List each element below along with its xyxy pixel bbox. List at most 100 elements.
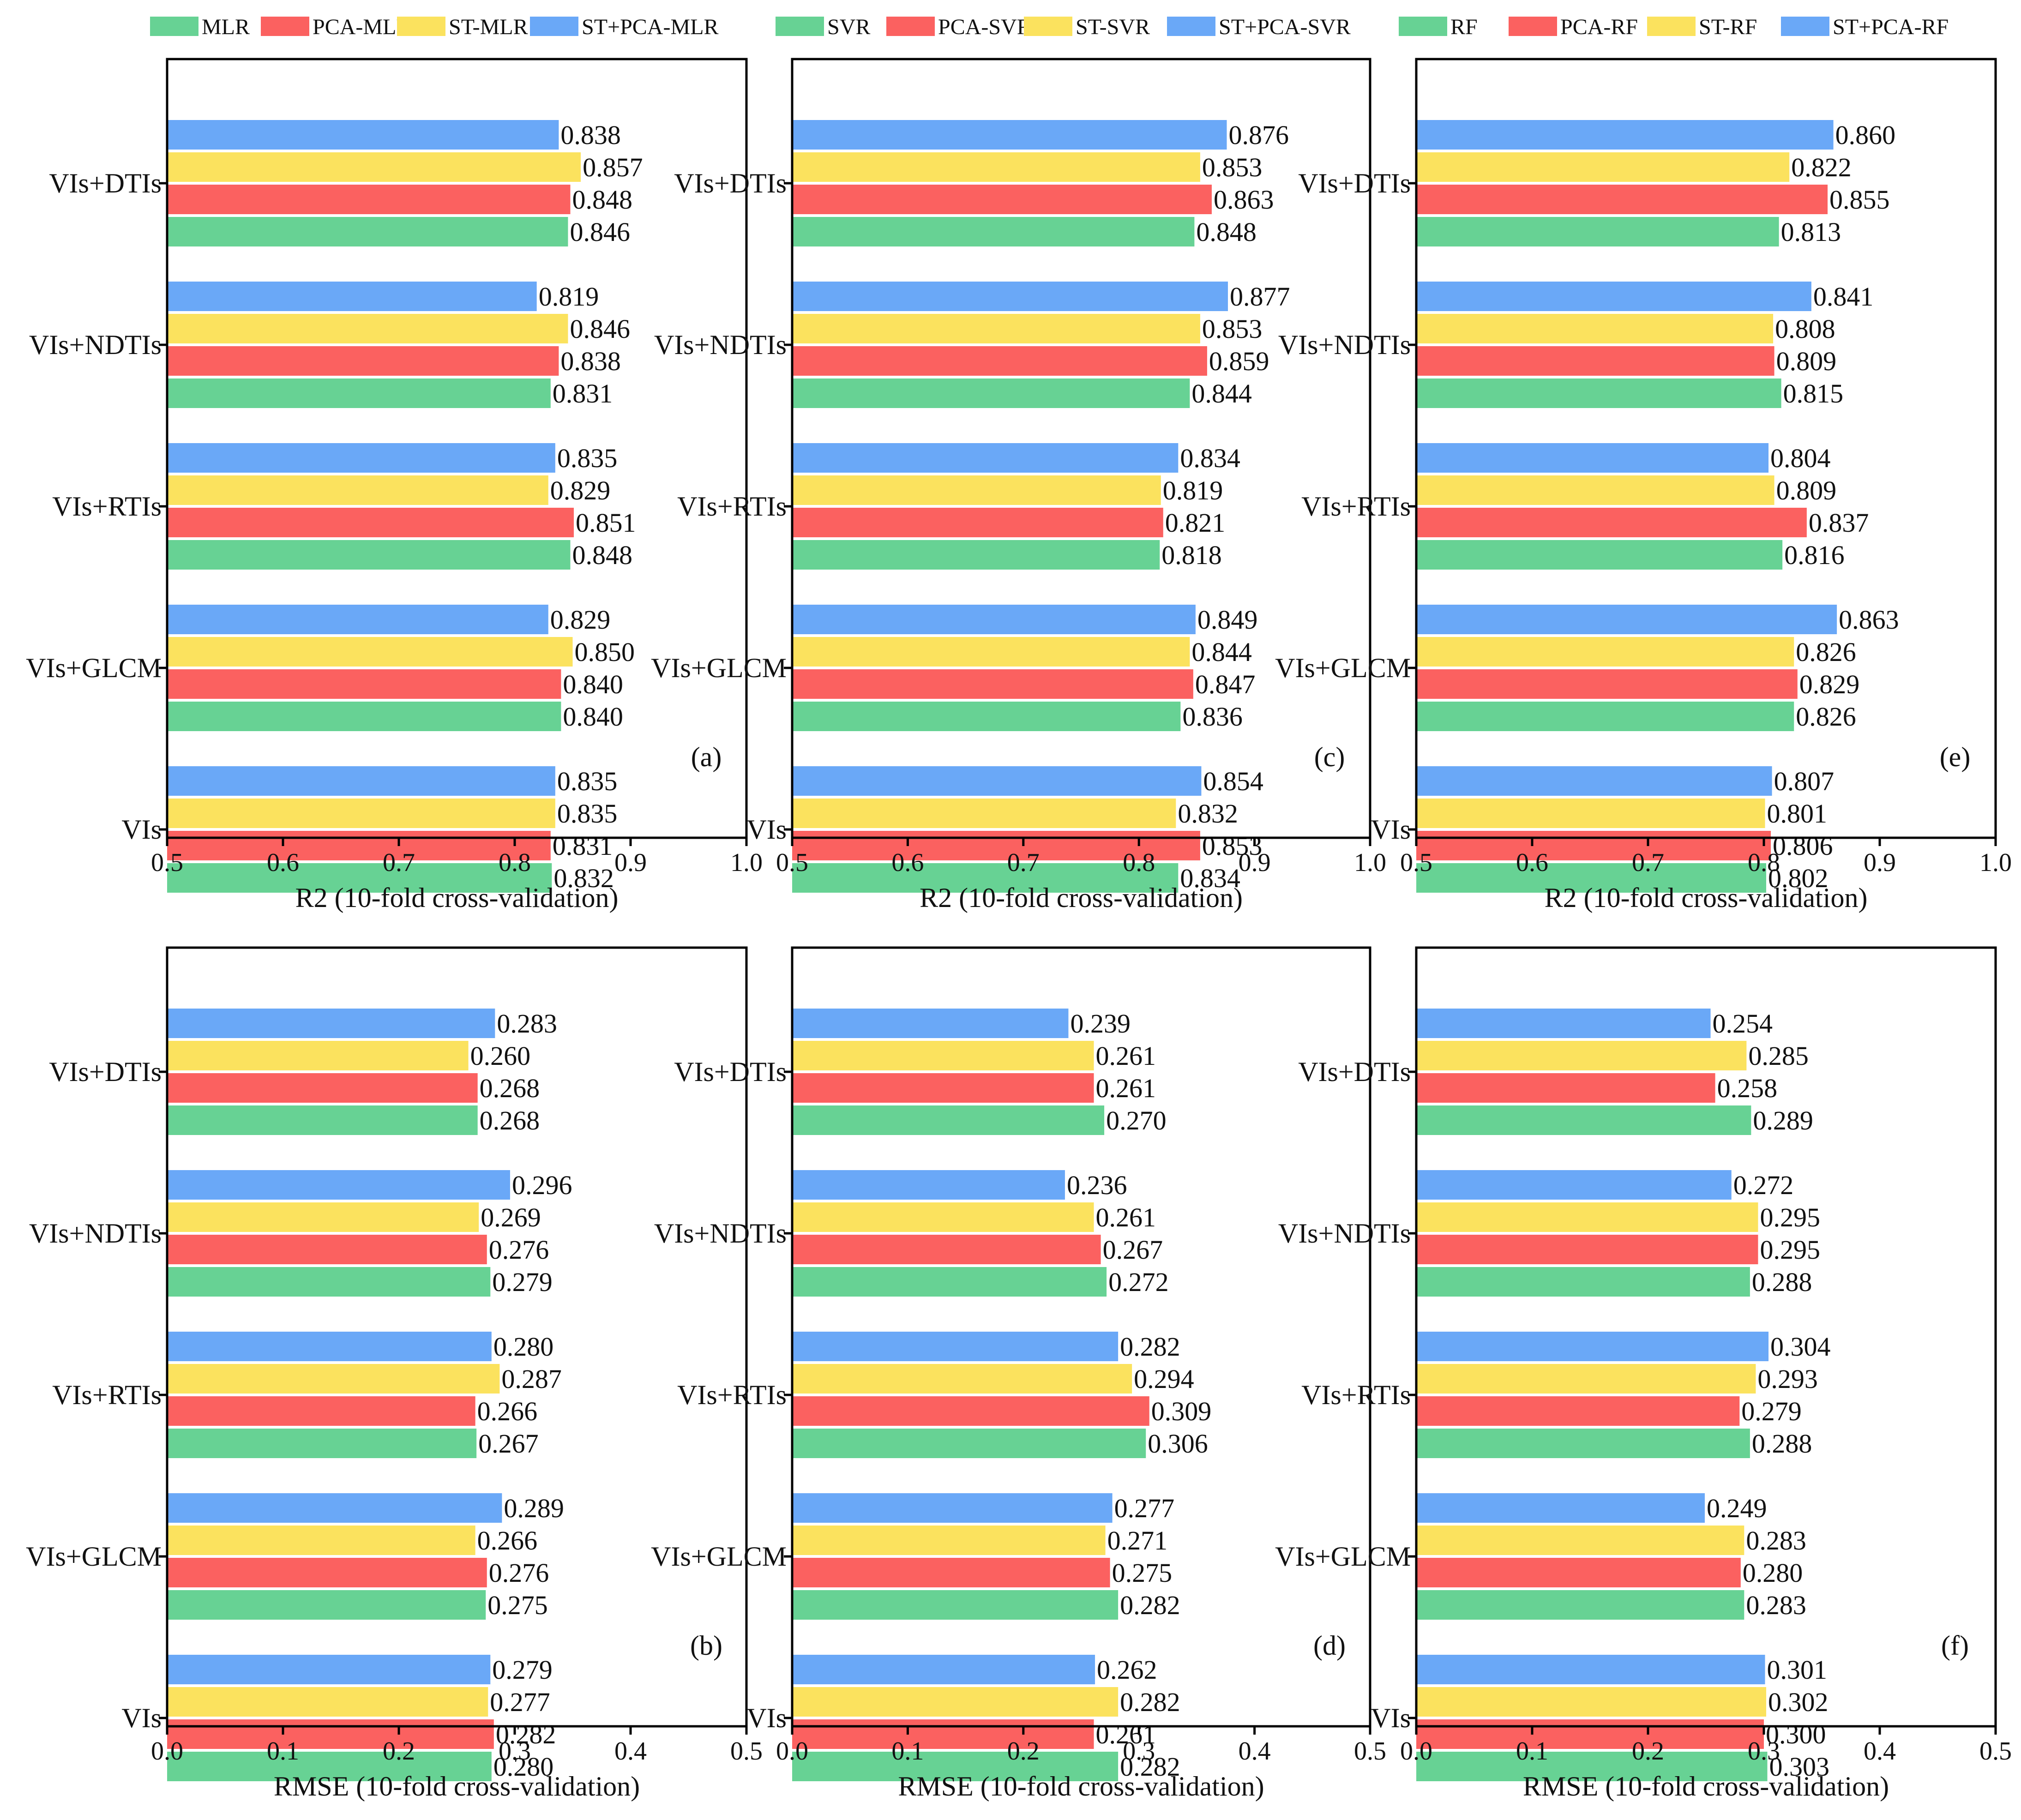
data-label: 0.859 bbox=[1209, 346, 1269, 376]
data-label: 0.288 bbox=[1752, 1267, 1812, 1297]
panel-tag: (d) bbox=[1313, 1630, 1346, 1661]
legend-label: ST-SVR bbox=[1076, 15, 1150, 39]
data-label: 0.301 bbox=[1767, 1655, 1828, 1685]
data-label: 0.282 bbox=[1120, 1590, 1180, 1620]
x-tick-label: 0.2 bbox=[1007, 1737, 1040, 1766]
data-label: 0.300 bbox=[1766, 1719, 1826, 1749]
legend-swatch bbox=[1647, 17, 1696, 36]
category-label: VIs+GLCM bbox=[1275, 653, 1411, 683]
bar bbox=[792, 217, 1195, 246]
data-label: 0.835 bbox=[557, 799, 618, 829]
data-label: 0.863 bbox=[1214, 185, 1274, 215]
data-label: 0.838 bbox=[560, 120, 621, 150]
bar bbox=[792, 863, 1179, 893]
legend-swatch bbox=[530, 17, 578, 36]
data-label: 0.834 bbox=[1180, 863, 1240, 893]
data-label: 0.834 bbox=[1180, 443, 1240, 473]
data-label: 0.294 bbox=[1134, 1364, 1194, 1394]
x-tick-label: 0.9 bbox=[1239, 848, 1271, 877]
bar bbox=[167, 1719, 494, 1749]
data-label: 0.809 bbox=[1776, 346, 1837, 376]
data-label: 0.258 bbox=[1717, 1073, 1778, 1103]
x-tick-label: 0.2 bbox=[1632, 1737, 1664, 1766]
category-label: VIs+DTIs bbox=[49, 1057, 162, 1087]
category-label: VIs+NDTIs bbox=[29, 1218, 162, 1249]
data-label: 0.850 bbox=[575, 637, 635, 667]
x-tick-label: 0.9 bbox=[614, 848, 647, 877]
bar bbox=[167, 185, 571, 214]
bar bbox=[1416, 605, 1837, 634]
data-label: 0.816 bbox=[1784, 540, 1845, 570]
x-tick-label: 0.4 bbox=[1239, 1737, 1271, 1766]
plot-frame bbox=[166, 946, 748, 1728]
bar bbox=[167, 508, 574, 537]
bar bbox=[792, 766, 1202, 796]
panel-tag: (a) bbox=[691, 742, 722, 772]
data-label: 0.268 bbox=[480, 1105, 540, 1135]
x-tick-label: 0.8 bbox=[1123, 848, 1155, 877]
bar bbox=[1416, 799, 1765, 828]
bar bbox=[1416, 1493, 1705, 1523]
bar bbox=[792, 1687, 1119, 1717]
data-label: 0.829 bbox=[550, 475, 611, 505]
chart-panel-b: 0.2830.2600.2680.268VIs+DTIs0.2960.2690.… bbox=[26, 946, 763, 1802]
bar bbox=[167, 1655, 491, 1684]
bar bbox=[1416, 1752, 1768, 1781]
legend-3: RF PCA-RF ST-RF ST+PCA-RF bbox=[1399, 15, 1949, 39]
x-axis-title: R2 (10-fold cross-validation) bbox=[920, 883, 1243, 913]
data-label: 0.835 bbox=[557, 766, 618, 796]
legend-label: PCA-RF bbox=[1560, 15, 1638, 39]
x-tick-label: 0.1 bbox=[1516, 1737, 1548, 1766]
bar bbox=[792, 1267, 1107, 1297]
bar bbox=[1416, 1235, 1758, 1264]
category-label: VIs bbox=[1371, 814, 1411, 845]
data-label: 0.819 bbox=[539, 282, 599, 312]
data-label: 0.831 bbox=[553, 378, 613, 408]
panel-tag: (b) bbox=[690, 1630, 722, 1661]
bar bbox=[167, 282, 537, 311]
bar bbox=[792, 1170, 1065, 1200]
data-label: 0.267 bbox=[1103, 1235, 1163, 1265]
category-label: VIs+GLCM bbox=[1275, 1541, 1411, 1572]
data-label: 0.288 bbox=[1752, 1429, 1812, 1459]
bar bbox=[792, 1073, 1094, 1103]
bar bbox=[1416, 152, 1790, 182]
category-label: VIs+GLCM bbox=[26, 653, 162, 683]
bar bbox=[167, 831, 551, 860]
bar bbox=[167, 217, 568, 246]
data-label: 0.279 bbox=[492, 1267, 553, 1297]
bar bbox=[792, 1332, 1119, 1361]
x-tick-label: 0.6 bbox=[891, 848, 924, 877]
data-label: 0.832 bbox=[1178, 799, 1238, 829]
legend-swatch bbox=[1399, 17, 1447, 36]
x-tick-label: 0.4 bbox=[1864, 1737, 1896, 1766]
bar bbox=[167, 766, 555, 796]
data-label: 0.280 bbox=[1743, 1558, 1803, 1588]
data-label: 0.804 bbox=[1770, 443, 1831, 473]
bar bbox=[1416, 669, 1798, 699]
x-tick-label: 0.5 bbox=[776, 848, 808, 877]
bar bbox=[1416, 475, 1774, 505]
data-label: 0.826 bbox=[1796, 702, 1856, 732]
x-tick-label: 0.8 bbox=[499, 848, 531, 877]
x-tick-label: 0.7 bbox=[383, 848, 415, 877]
data-label: 0.287 bbox=[501, 1364, 562, 1394]
data-label: 0.276 bbox=[489, 1235, 549, 1265]
x-tick-label: 1.0 bbox=[730, 848, 763, 877]
bar bbox=[1416, 185, 1828, 214]
data-label: 0.271 bbox=[1107, 1526, 1168, 1556]
bar bbox=[167, 669, 561, 699]
data-label: 0.813 bbox=[1781, 217, 1841, 247]
x-tick-label: 0.7 bbox=[1007, 848, 1040, 877]
x-tick-label: 0.0 bbox=[151, 1737, 183, 1766]
data-label: 0.809 bbox=[1776, 475, 1837, 505]
bar bbox=[1416, 1526, 1744, 1555]
category-label: VIs+RTIs bbox=[677, 491, 787, 522]
bar bbox=[167, 1267, 491, 1297]
bar bbox=[1416, 1170, 1732, 1200]
bar bbox=[792, 314, 1200, 343]
bar bbox=[167, 152, 581, 182]
bar bbox=[1416, 1558, 1741, 1587]
bar bbox=[792, 1364, 1132, 1394]
data-label: 0.275 bbox=[1112, 1558, 1173, 1588]
